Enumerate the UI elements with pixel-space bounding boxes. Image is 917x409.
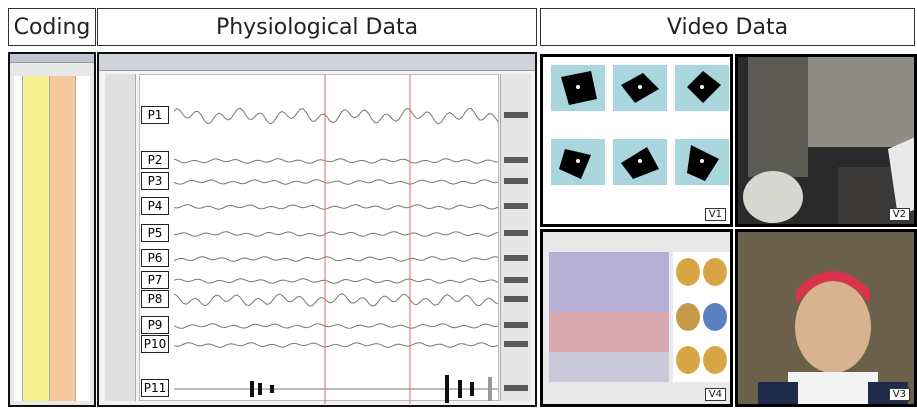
channel-label-p10: P10 [141,335,169,353]
audio-burst [488,377,492,401]
channel-tag-p3 [504,178,528,184]
channel-label-p11: P11 [141,379,169,397]
trace-p6 [173,256,499,262]
trace-p5 [173,231,499,237]
shape-cell [551,65,605,111]
video-v4[interactable]: V4 [540,229,733,407]
trace-p8 [173,293,499,307]
shape-cell [551,139,605,185]
trace-p9 [173,323,499,329]
channel-tag-p6 [504,255,528,261]
coding-scroll-column[interactable] [75,76,90,401]
channel-label-p8: P8 [141,290,169,308]
channel-tag-p4 [504,203,528,209]
v3-participant [738,232,914,404]
trace-p10 [173,342,499,348]
channel-tag-p8 [504,296,528,302]
channel-label-p6: P6 [141,249,169,267]
physio-toolbar[interactable] [99,54,535,71]
coding-yellow-column[interactable] [23,76,50,401]
audio-burst [250,381,254,397]
v4-eeg-screen [549,252,730,382]
coding-columns [14,76,90,401]
coding-orange-column[interactable] [50,76,75,401]
channel-tag-p2 [504,157,528,163]
shape-cell [613,65,667,111]
channel-tag-p7 [504,277,528,283]
physio-right-rail [500,74,531,401]
video-label-v1: V1 [704,208,726,221]
v2-scene [738,57,914,224]
audio-burst [458,380,462,398]
header-physiological-data: Physiological Data [97,8,537,46]
channel-label-p2: P2 [141,151,169,169]
audio-burst [270,385,274,393]
video-label-v4: V4 [704,388,726,401]
coding-index-column [14,76,23,401]
audio-burst [445,375,449,403]
channel-tag-p11 [504,385,528,391]
channel-tag-p1 [504,112,528,118]
physio-traces [173,75,499,404]
physio-panel: P1 P2 P3 P4 P5 P6 P7 P8 P9 P10 P11 [97,52,537,407]
video-label-v3: V3 [888,388,910,401]
channel-label-p3: P3 [141,172,169,190]
channel-label-p7: P7 [141,271,169,289]
header-coding: Coding [8,8,96,46]
trace-p2 [173,158,499,164]
video-label-v2: V2 [888,208,910,221]
channel-label-p1: P1 [141,106,169,124]
header-video-data: Video Data [540,8,915,46]
video-v2[interactable]: V2 [735,54,917,227]
video-v3[interactable]: V3 [735,229,917,407]
channel-tag-p10 [504,341,528,347]
physio-left-rail [105,74,136,401]
shape-cell [675,65,729,111]
audio-burst [258,383,262,395]
channel-tag-p5 [504,230,528,236]
coding-panel [8,52,96,407]
trace-p1 [173,107,499,125]
audio-burst [470,382,474,396]
trace-p4 [173,204,499,210]
video-v1[interactable]: V1 [540,54,733,227]
trace-p3 [173,179,499,185]
channel-label-p4: P4 [141,197,169,215]
channel-label-p9: P9 [141,316,169,334]
shape-cell [613,139,667,185]
shape-cell [675,139,729,185]
trace-p7 [173,278,499,284]
channel-label-p5: P5 [141,224,169,242]
physio-plot[interactable] [139,74,499,404]
channel-tag-p9 [504,322,528,328]
coding-toolbar [10,54,94,63]
